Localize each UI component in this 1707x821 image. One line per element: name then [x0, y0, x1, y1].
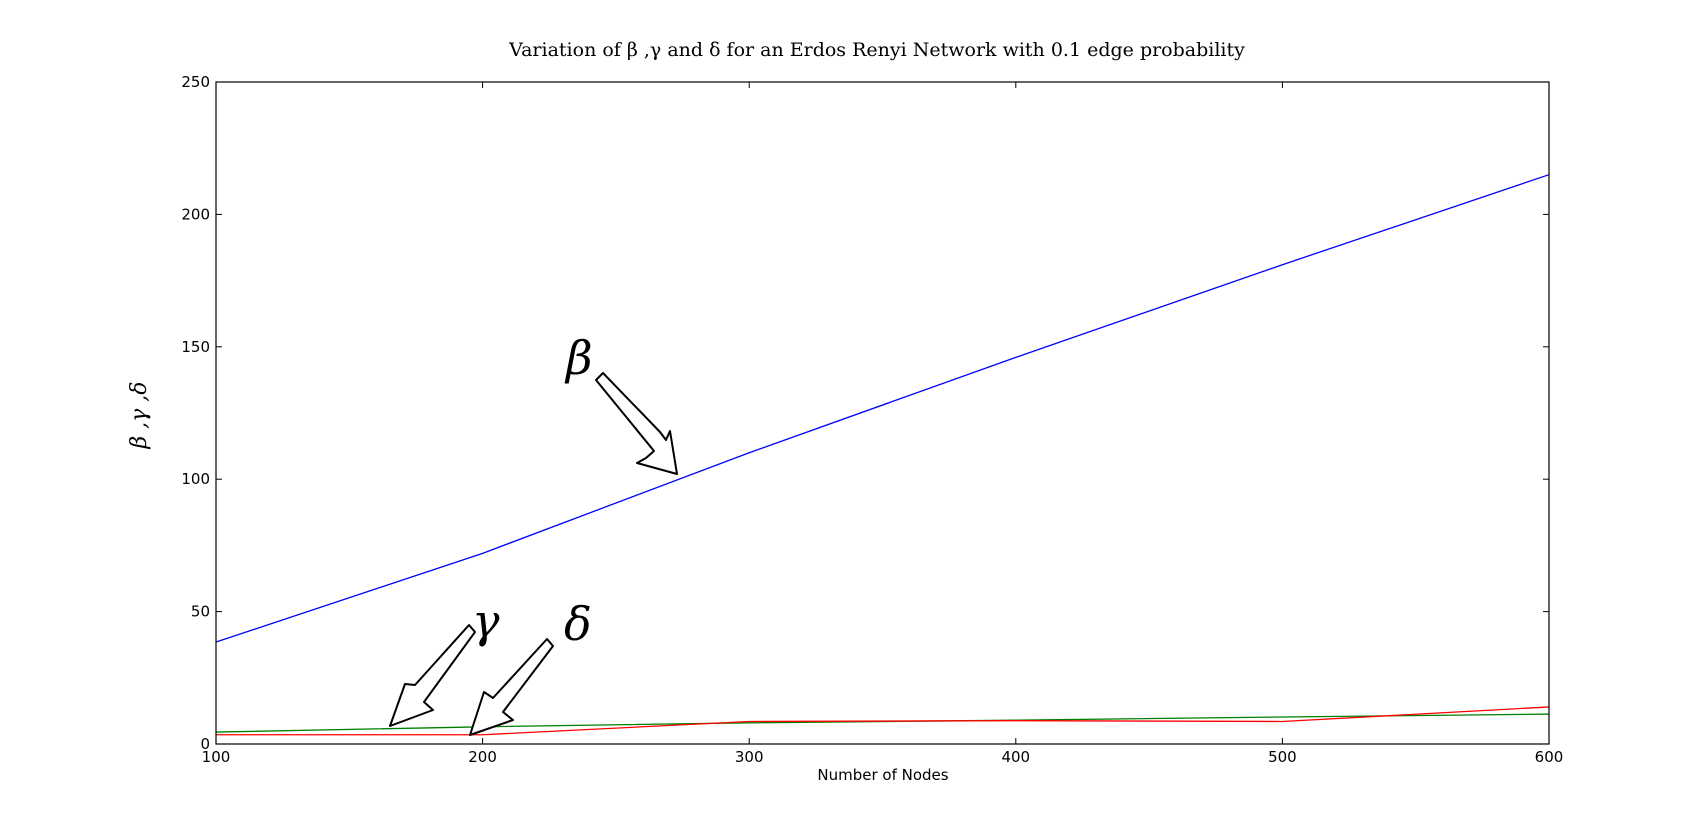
x-tick-label-3: 400	[1001, 748, 1030, 766]
gamma-annotation: γ	[472, 594, 500, 648]
y-tick-label-4: 200	[181, 205, 210, 223]
series-layer	[215, 174, 1550, 736]
y-tick-label-5: 250	[181, 73, 210, 91]
plot-frame	[215, 81, 1550, 745]
series-line-2	[216, 706, 1550, 736]
x-tick-label-0: 100	[202, 748, 231, 766]
annotation-arrows	[389, 372, 678, 736]
gamma-arrow	[389, 624, 476, 727]
y-axis-label: β ,γ ,δ	[127, 381, 152, 449]
tick-layer: 100 200 300 400 500 600 0 50 100 150 200 250	[181, 73, 1563, 766]
x-tick-label-4: 500	[1268, 748, 1297, 766]
y-tick-label-3: 150	[181, 338, 210, 356]
beta-annotation: β	[564, 331, 593, 385]
y-tick-label-2: 100	[181, 470, 210, 488]
y-tick-label-1: 50	[191, 603, 210, 621]
x-tick-label-2: 300	[735, 748, 764, 766]
x-tick-label-1: 200	[468, 748, 497, 766]
delta-arrow	[469, 638, 554, 736]
chart-title: Variation of β ,γ and δ for an Erdos Ren…	[508, 39, 1245, 61]
x-tick-label-5: 600	[1535, 748, 1564, 766]
x-axis-label: Number of Nodes	[817, 766, 948, 784]
series-line-0	[215, 174, 1550, 643]
y-tick-label-0: 0	[200, 735, 210, 753]
delta-annotation: δ	[564, 597, 592, 651]
beta-arrow	[595, 372, 678, 475]
